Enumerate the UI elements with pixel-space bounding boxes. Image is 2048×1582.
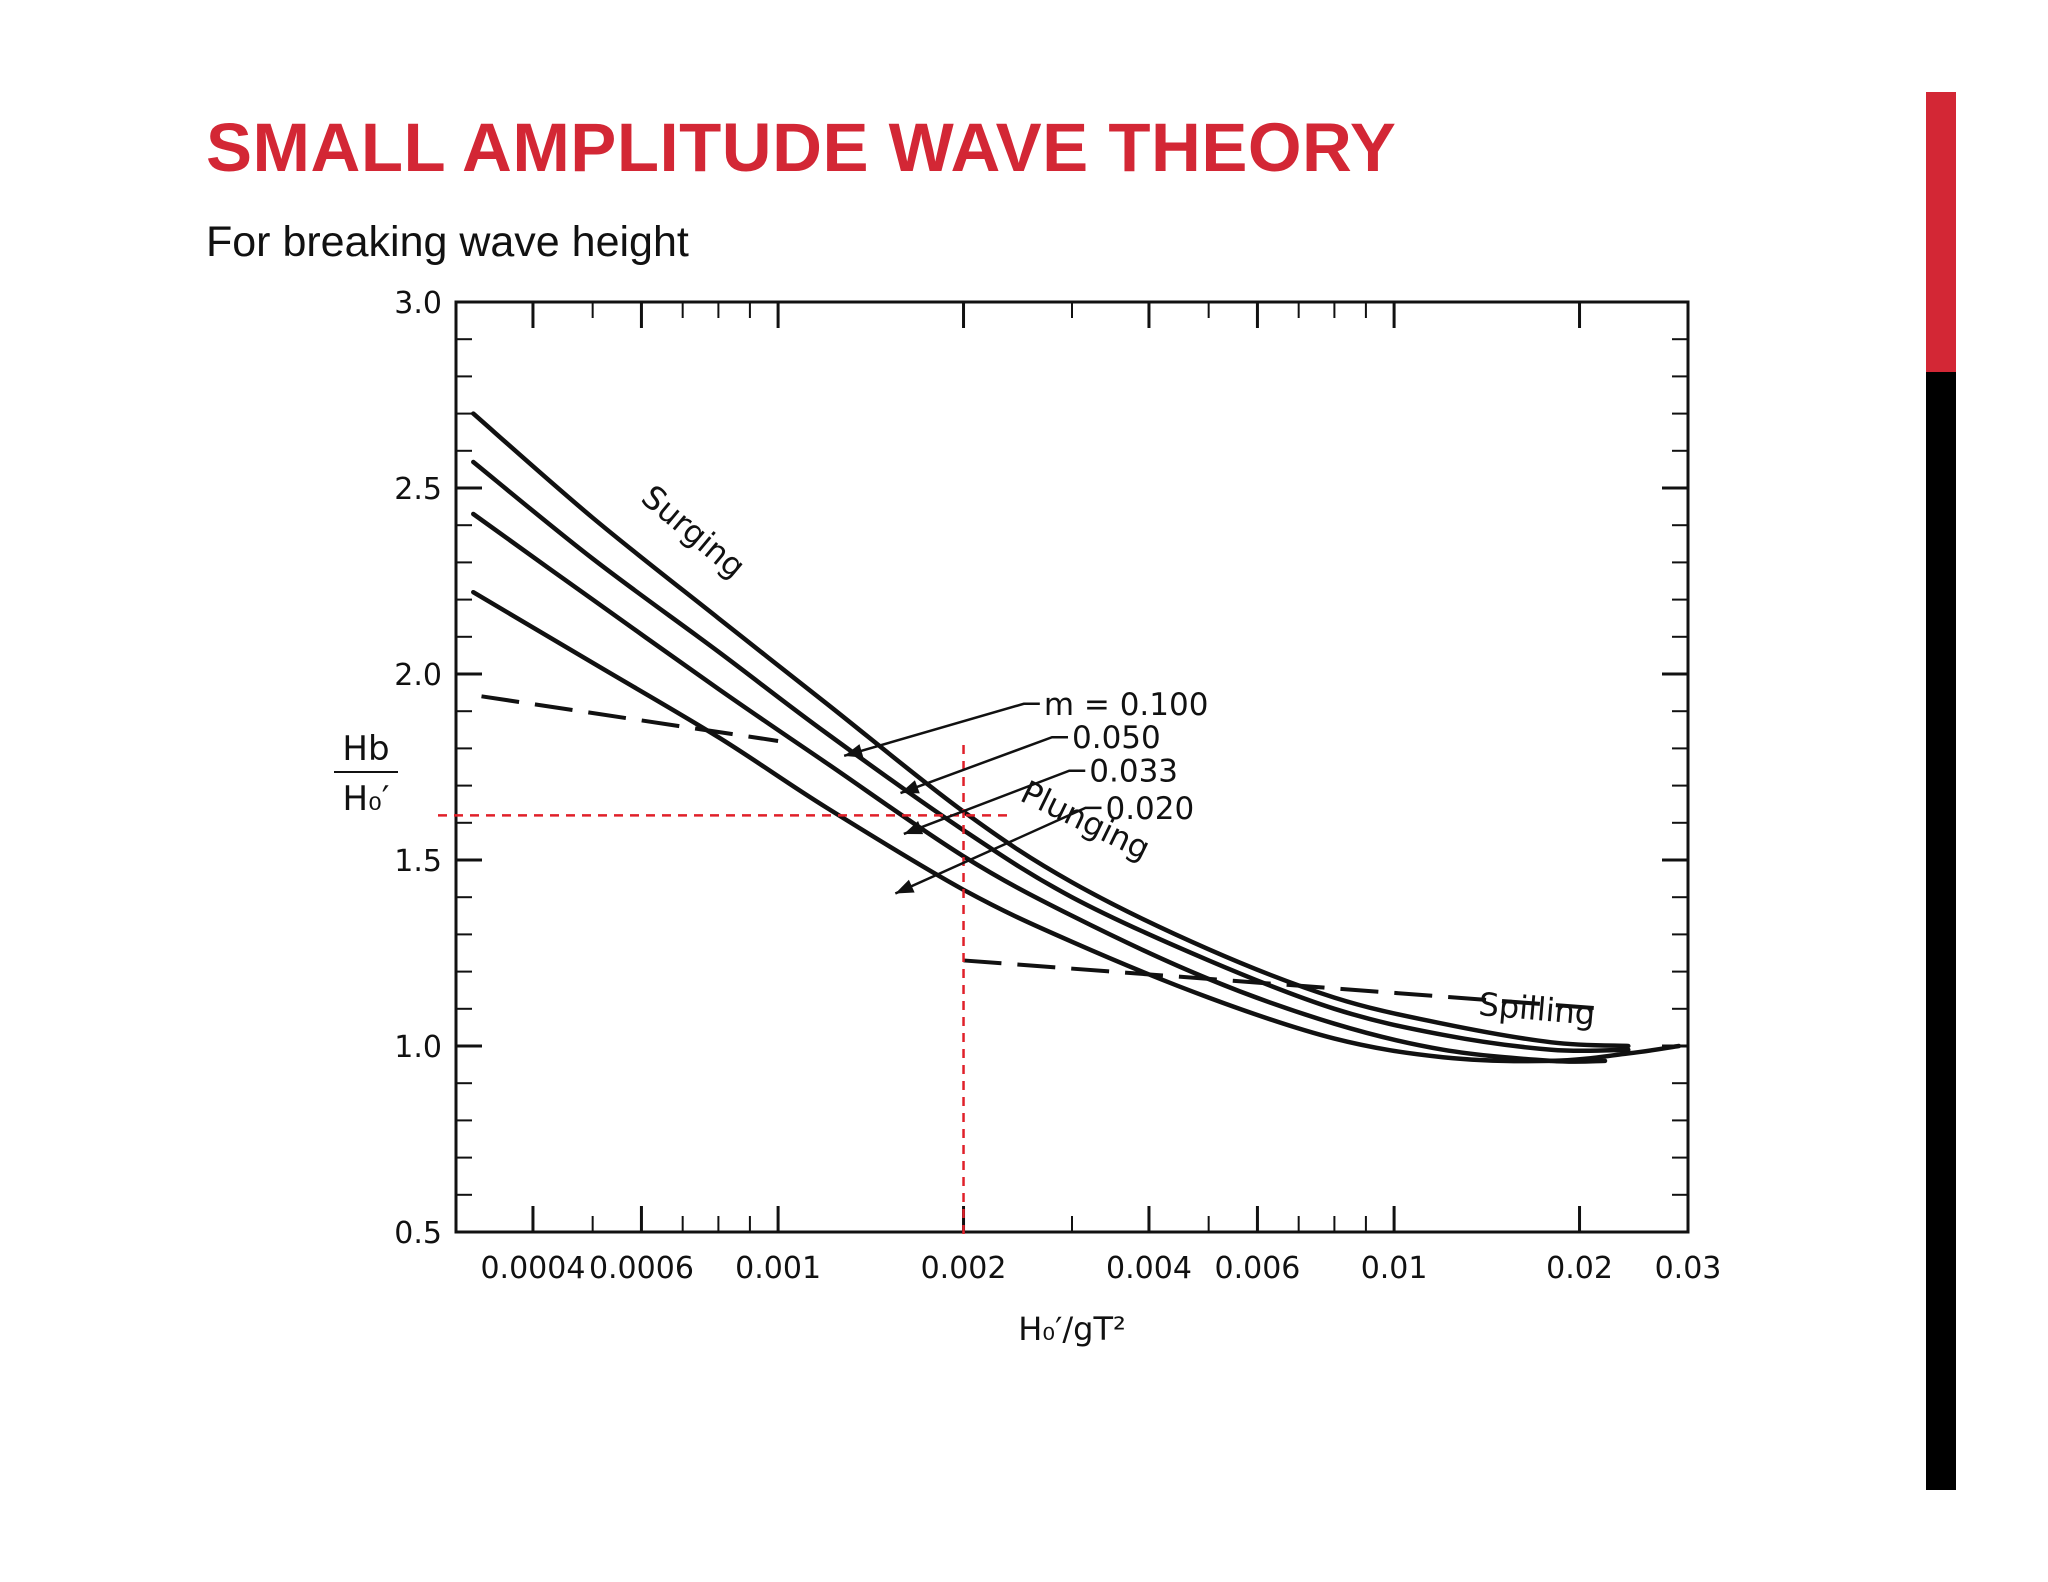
series-curve: [471, 511, 1608, 1064]
y-tick-label: 0.5: [394, 1216, 442, 1251]
x-tick-label: 0.0004: [480, 1251, 585, 1286]
y-tick-label: 2.0: [394, 658, 442, 693]
slope-leader: [843, 702, 1040, 758]
slope-label: m = 0.100: [1044, 687, 1209, 723]
accent-bar: [1926, 92, 1956, 372]
guide-lines: [438, 745, 1010, 1240]
slope-leader: [900, 735, 1068, 795]
slope-leader: [894, 806, 1102, 895]
series-curves: [471, 411, 1682, 1064]
series-curve: [471, 459, 1631, 1054]
x-tick-label: 0.0006: [589, 1251, 694, 1286]
slope-label: 0.033: [1089, 754, 1178, 790]
x-tick-label: 0.004: [1106, 1251, 1192, 1286]
slope-leader: [903, 769, 1086, 836]
x-tick-label: 0.002: [921, 1251, 1007, 1286]
slope-arrowhead: [900, 780, 920, 794]
dark-bar: [1926, 372, 1956, 1490]
slide-subtitle: For breaking wave height: [206, 218, 689, 266]
y-tick-label: 1.0: [394, 1030, 442, 1065]
series-curve: [471, 589, 1682, 1064]
x-tick-label: 0.03: [1655, 1251, 1722, 1286]
axis-ticks: [455, 300, 1690, 1234]
slope-arrowhead: [844, 744, 864, 758]
y-axis-label-denominator: H₀′: [343, 779, 390, 819]
plot-frame: [454, 300, 1690, 1234]
x-axis-label: H₀′/gT²: [1018, 1310, 1126, 1348]
regime-boundary-dashed: [481, 694, 779, 743]
axis-tick-labels: 0.5 1.0 1.5 2.0 2.5 3.0 0.0004 0.0006 0.001 0.002…: [394, 286, 1721, 1286]
x-tick-label: 0.006: [1214, 1251, 1300, 1286]
x-tick-label: 0.001: [735, 1251, 821, 1286]
regime-boundaries: [481, 694, 1606, 1011]
regime-label: Surging: [634, 478, 753, 586]
x-tick-label: 0.02: [1546, 1251, 1613, 1286]
series-curve: [471, 411, 1631, 1049]
regime-label: Spilling: [1477, 985, 1597, 1033]
slide-title: SMALL AMPLITUDE WAVE THEORY: [206, 109, 1397, 186]
y-tick-label: 1.5: [394, 844, 442, 879]
slope-arrowhead: [895, 879, 915, 894]
y-axis-label-numerator: Hb: [342, 729, 389, 769]
y-tick-label: 2.5: [394, 472, 442, 507]
slope-arrowhead: [903, 821, 924, 835]
x-tick-label: 0.01: [1361, 1251, 1428, 1286]
slope-label: 0.050: [1072, 720, 1161, 756]
slope-label: 0.020: [1105, 791, 1194, 827]
y-tick-label: 3.0: [394, 286, 442, 321]
